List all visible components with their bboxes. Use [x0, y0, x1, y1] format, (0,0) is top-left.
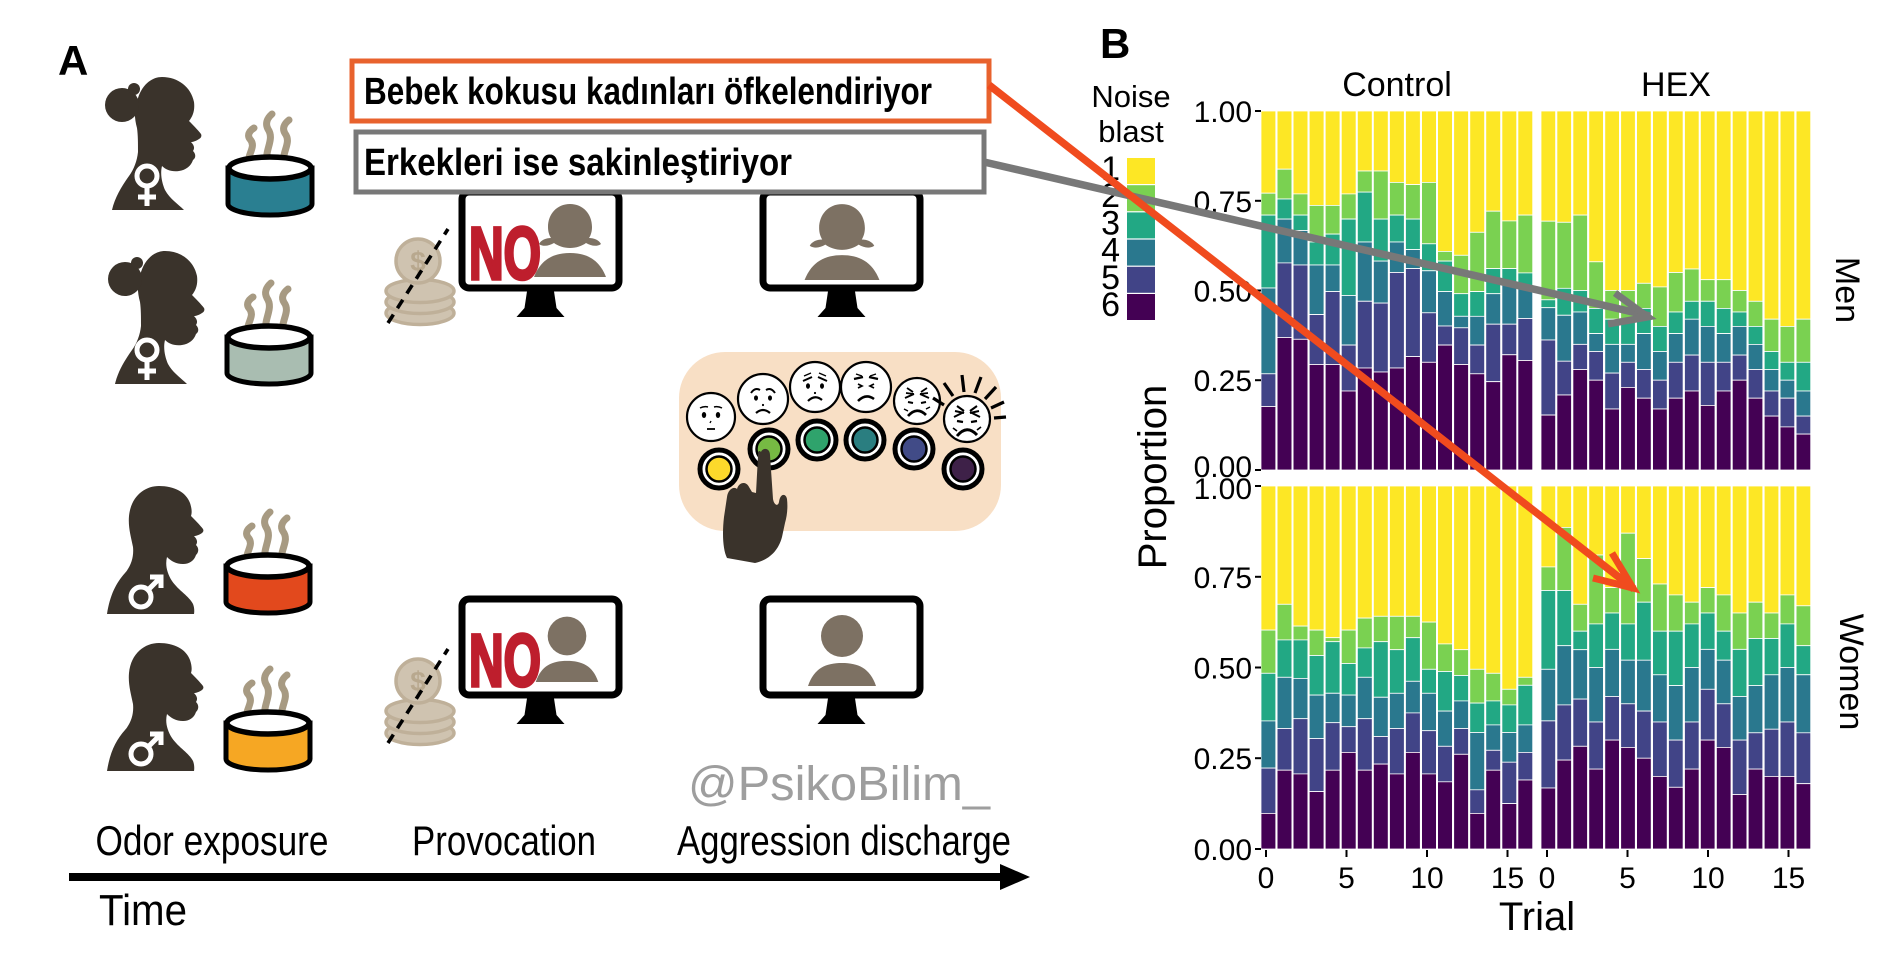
svg-text:1.00: 1.00: [1194, 96, 1252, 129]
svg-text:0: 0: [1258, 862, 1275, 895]
svg-text:blast: blast: [1098, 114, 1164, 149]
svg-text:Provocation: Provocation: [412, 817, 596, 864]
svg-text:15: 15: [1772, 862, 1805, 895]
svg-text:0.25: 0.25: [1194, 743, 1252, 776]
svg-text:Time: Time: [99, 886, 187, 935]
svg-text:NO: NO: [469, 212, 541, 295]
svg-text:Bebek kokusu kadınları öfkelen: Bebek kokusu kadınları öfkelendiriyor: [364, 71, 932, 113]
svg-text:A: A: [58, 37, 88, 84]
svg-text:NO: NO: [469, 619, 541, 702]
svg-text:0.50: 0.50: [1194, 653, 1252, 686]
svg-text:Noise: Noise: [1091, 79, 1170, 114]
svg-text:1.00: 1.00: [1194, 473, 1252, 506]
svg-text:15: 15: [1491, 862, 1524, 895]
svg-text:10: 10: [1691, 862, 1724, 895]
svg-text:5: 5: [1619, 862, 1636, 895]
svg-text:Aggression discharge: Aggression discharge: [677, 817, 1011, 864]
svg-text:0.00: 0.00: [1194, 834, 1252, 867]
svg-text:$: $: [410, 246, 426, 277]
svg-text:0.75: 0.75: [1194, 562, 1252, 595]
svg-text:0: 0: [1539, 862, 1556, 895]
svg-text:3: 3: [1101, 204, 1120, 242]
svg-text:0.00: 0.00: [1194, 451, 1252, 484]
svg-text:@PsikoBilim_: @PsikoBilim_: [688, 758, 991, 811]
svg-text:Control: Control: [1342, 66, 1452, 104]
svg-text:HEX: HEX: [1641, 66, 1711, 104]
svg-text:Proportion: Proportion: [1131, 385, 1175, 570]
svg-text:5: 5: [1101, 259, 1120, 297]
svg-text:6: 6: [1101, 286, 1120, 324]
svg-text:10: 10: [1410, 862, 1443, 895]
svg-text:B: B: [1100, 20, 1130, 67]
svg-text:$: $: [410, 666, 426, 697]
svg-text:5: 5: [1338, 862, 1355, 895]
svg-text:Men: Men: [1828, 257, 1866, 323]
svg-text:Trial: Trial: [1499, 895, 1575, 939]
svg-text:Odor exposure: Odor exposure: [96, 817, 329, 864]
svg-text:4: 4: [1101, 232, 1120, 270]
svg-text:Erkekleri ise sakinleştiriyor: Erkekleri ise sakinleştiriyor: [364, 142, 792, 184]
svg-text:0.25: 0.25: [1194, 365, 1252, 398]
svg-text:Women: Women: [1832, 614, 1870, 731]
